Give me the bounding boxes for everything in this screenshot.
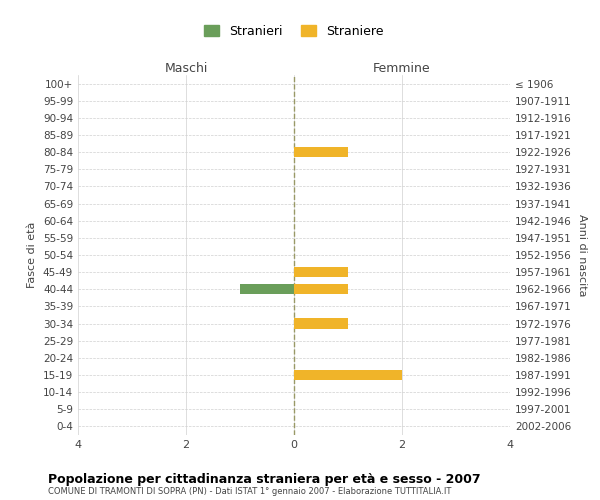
Bar xyxy=(294,267,348,278)
Bar xyxy=(294,318,348,328)
Bar xyxy=(294,370,402,380)
Y-axis label: Fasce di età: Fasce di età xyxy=(28,222,37,288)
Bar xyxy=(240,284,294,294)
Bar xyxy=(294,284,348,294)
Y-axis label: Anni di nascita: Anni di nascita xyxy=(577,214,587,296)
Legend: Stranieri, Straniere: Stranieri, Straniere xyxy=(199,20,389,43)
Text: Femmine: Femmine xyxy=(373,62,431,75)
Bar xyxy=(294,147,348,158)
Text: COMUNE DI TRAMONTI DI SOPRA (PN) - Dati ISTAT 1° gennaio 2007 - Elaborazione TUT: COMUNE DI TRAMONTI DI SOPRA (PN) - Dati … xyxy=(48,488,451,496)
Text: Maschi: Maschi xyxy=(164,62,208,75)
Text: Popolazione per cittadinanza straniera per età e sesso - 2007: Popolazione per cittadinanza straniera p… xyxy=(48,472,481,486)
